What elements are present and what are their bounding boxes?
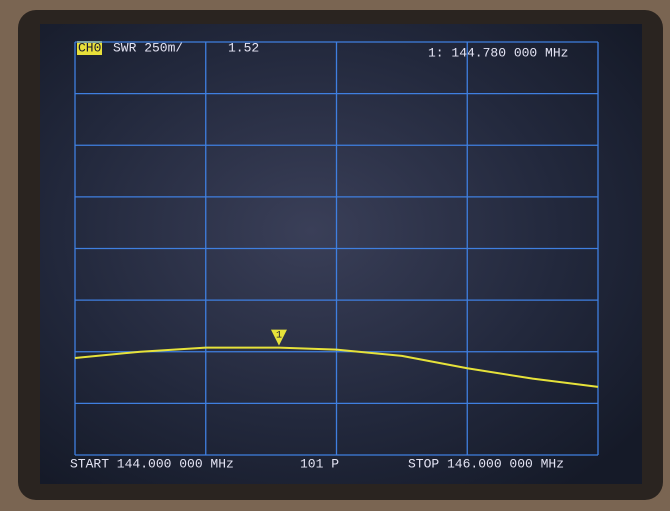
marker-label: 1 (276, 330, 282, 341)
format-label: SWR 250m/ (113, 40, 183, 55)
chart: CH0 SWR 250m/ 1.52 1: 144.780 000 MHz ST… (0, 0, 670, 511)
page: CH0 SWR 250m/ 1.52 1: 144.780 000 MHz ST… (0, 0, 670, 511)
marker-value: 1.52 (228, 40, 259, 55)
marker-frequency: 1: 144.780 000 MHz (428, 45, 568, 60)
points-count: 101 P (300, 456, 339, 471)
stop-frequency: STOP 146.000 000 MHz (408, 456, 564, 471)
start-frequency: START 144.000 000 MHz (70, 456, 234, 471)
channel: CH0 (78, 40, 101, 55)
